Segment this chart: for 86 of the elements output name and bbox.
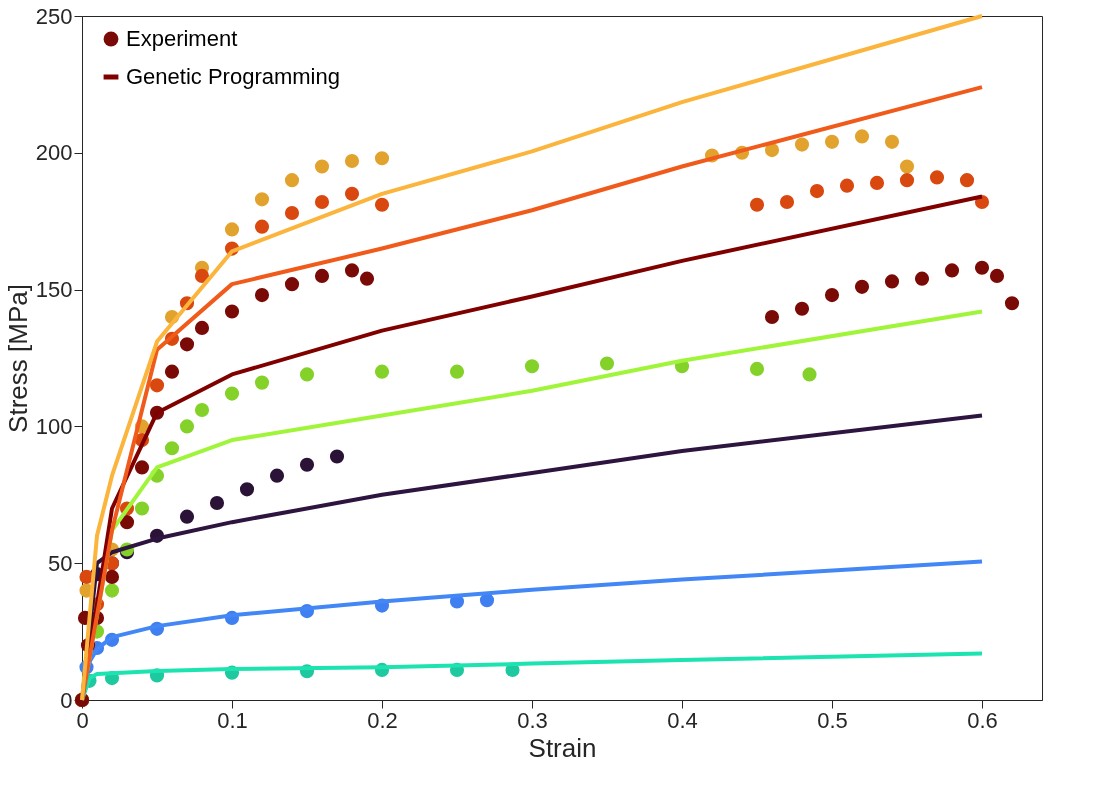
point bbox=[449, 364, 465, 379]
point bbox=[854, 279, 870, 294]
legend-label: Genetic Programming bbox=[126, 64, 340, 89]
point bbox=[284, 205, 300, 221]
point bbox=[599, 356, 615, 371]
x-tick-label: 0.1 bbox=[217, 707, 248, 733]
point bbox=[239, 482, 255, 497]
point bbox=[194, 402, 210, 418]
point bbox=[179, 509, 195, 524]
point bbox=[749, 197, 765, 212]
point bbox=[344, 153, 360, 169]
point bbox=[179, 337, 195, 352]
point bbox=[839, 178, 855, 193]
point bbox=[524, 359, 540, 374]
y-tick-label: 150 bbox=[35, 277, 73, 303]
point bbox=[929, 170, 945, 185]
point bbox=[284, 277, 300, 292]
point bbox=[802, 367, 817, 382]
point bbox=[224, 386, 240, 401]
point bbox=[314, 268, 330, 283]
point bbox=[749, 361, 765, 376]
point bbox=[794, 301, 810, 316]
x-tick-label: 0 bbox=[76, 707, 89, 733]
point bbox=[899, 173, 915, 188]
point bbox=[374, 197, 390, 212]
point bbox=[254, 192, 270, 207]
x-tick-label: 0.5 bbox=[817, 707, 848, 733]
point bbox=[899, 159, 915, 174]
point bbox=[779, 194, 795, 210]
point bbox=[374, 364, 390, 379]
point bbox=[194, 268, 210, 283]
y-tick-label: 0 bbox=[60, 687, 73, 713]
point bbox=[134, 501, 150, 516]
point bbox=[824, 288, 840, 303]
point bbox=[314, 194, 330, 210]
point bbox=[299, 367, 315, 382]
legend-label: Experiment bbox=[126, 26, 238, 51]
point bbox=[884, 274, 900, 289]
point bbox=[809, 184, 825, 199]
point bbox=[179, 419, 195, 434]
point bbox=[974, 260, 990, 275]
point bbox=[209, 495, 225, 511]
point bbox=[164, 441, 180, 456]
point bbox=[119, 515, 135, 530]
x-axis-title: Strain bbox=[528, 732, 597, 763]
point bbox=[149, 378, 165, 393]
point bbox=[854, 129, 870, 144]
point bbox=[869, 175, 885, 190]
point bbox=[794, 137, 810, 152]
point bbox=[164, 364, 180, 379]
point bbox=[299, 457, 315, 472]
point bbox=[314, 159, 330, 174]
point bbox=[944, 263, 960, 278]
y-tick-label: 200 bbox=[35, 140, 73, 166]
point bbox=[764, 143, 780, 158]
point bbox=[224, 304, 240, 319]
y-tick-label: 100 bbox=[35, 413, 73, 439]
point bbox=[344, 186, 360, 201]
point bbox=[254, 375, 270, 390]
y-tick-label: 50 bbox=[48, 550, 73, 576]
point bbox=[989, 268, 1005, 283]
x-tick-label: 0.2 bbox=[367, 707, 398, 733]
point bbox=[884, 134, 900, 149]
point bbox=[359, 271, 375, 286]
point bbox=[254, 288, 270, 303]
point bbox=[344, 263, 360, 278]
point bbox=[134, 460, 150, 475]
point bbox=[914, 271, 930, 286]
point bbox=[104, 569, 120, 584]
point bbox=[1004, 296, 1020, 311]
point bbox=[374, 151, 390, 166]
point bbox=[329, 449, 345, 464]
point bbox=[284, 173, 300, 188]
y-tick-label: 250 bbox=[35, 3, 73, 29]
x-tick-label: 0.3 bbox=[517, 707, 548, 733]
point bbox=[764, 309, 780, 325]
x-tick-label: 0.6 bbox=[967, 707, 998, 733]
point bbox=[224, 222, 240, 237]
point bbox=[959, 173, 975, 188]
point bbox=[254, 219, 270, 234]
point bbox=[194, 320, 210, 335]
point bbox=[104, 583, 120, 598]
point bbox=[269, 468, 285, 483]
y-axis-title: Stress [MPa] bbox=[2, 284, 33, 433]
x-tick-label: 0.4 bbox=[667, 707, 698, 733]
point bbox=[824, 134, 840, 149]
